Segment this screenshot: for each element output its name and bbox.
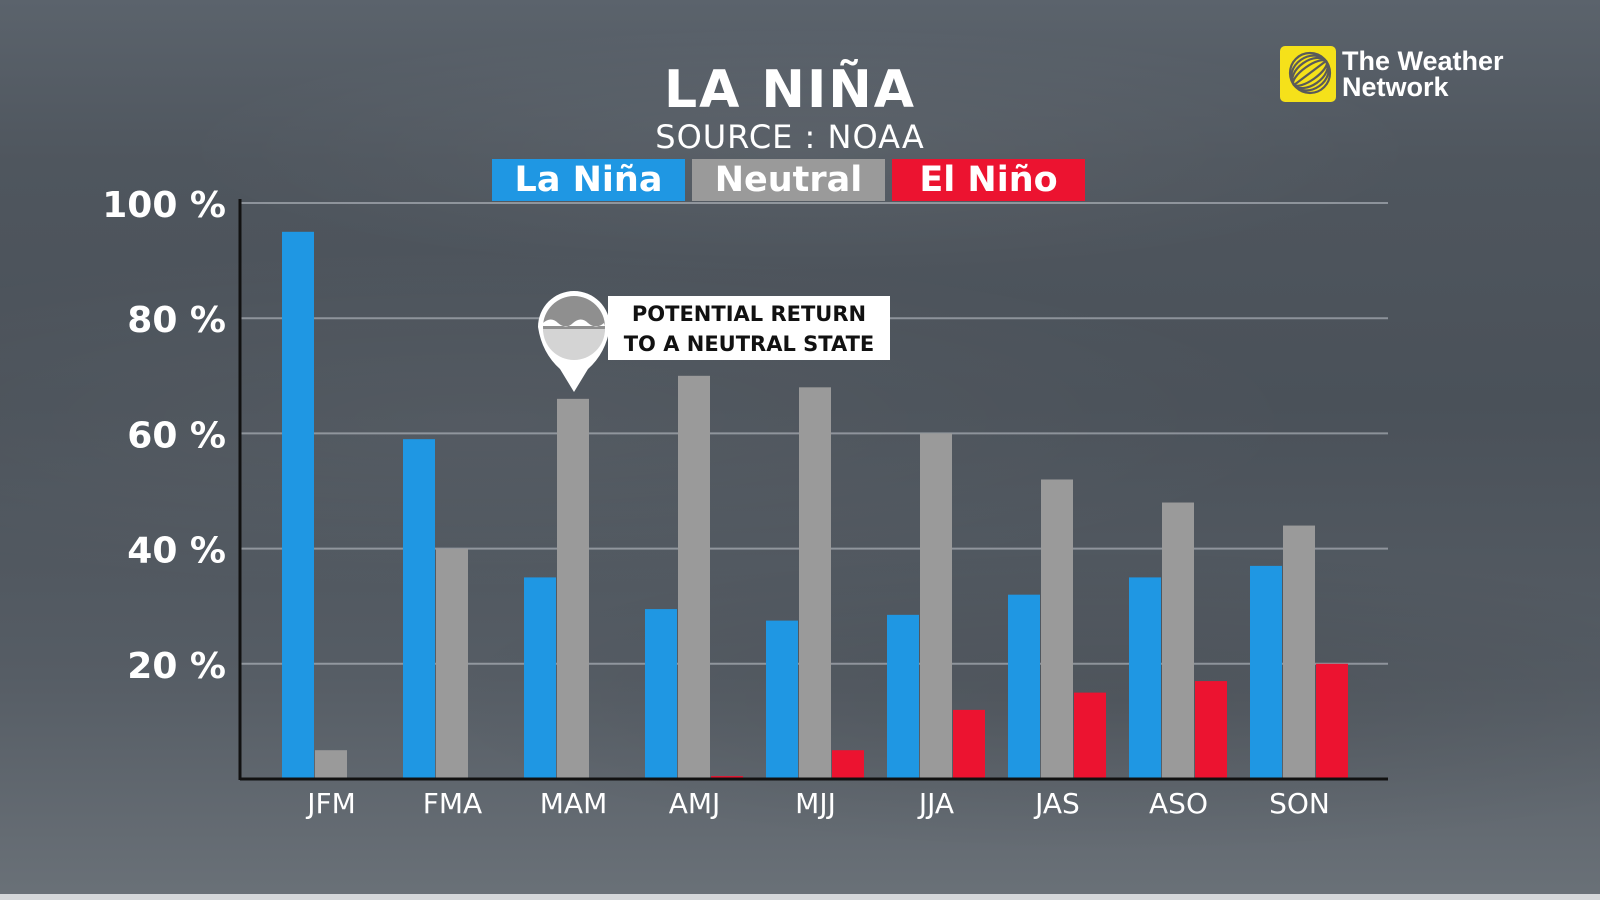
- bar-jas-lania: [1008, 594, 1040, 779]
- bar-aso-neutral: [1162, 502, 1194, 779]
- bar-son-neutral: [1283, 525, 1315, 779]
- x-tick-label: JFM: [305, 787, 356, 820]
- x-tick-label: MAM: [540, 787, 607, 820]
- x-tick-labels: JFM FMA MAM AMJ MJJ JJA JAS ASO SON: [305, 787, 1330, 820]
- callout-line-2: TO A NEUTRAL STATE: [624, 332, 875, 356]
- chart-subtitle: SOURCE : NOAA: [655, 118, 925, 156]
- callout-line-1: POTENTIAL RETURN: [632, 302, 866, 326]
- bar-fma-lania: [403, 439, 435, 779]
- bar-fma-neutral: [436, 548, 468, 779]
- bar-jja-elnio: [953, 709, 985, 779]
- x-tick-label: ASO: [1149, 787, 1208, 820]
- bars: [282, 231, 1348, 780]
- bar-aso-lania: [1129, 577, 1161, 779]
- legend-item-el-nino: El Niño: [892, 159, 1085, 201]
- bar-jja-neutral: [920, 433, 952, 779]
- bar-mjj-elnio: [832, 750, 864, 779]
- brand-line-2: Network: [1342, 72, 1449, 102]
- bar-amj-lania: [645, 609, 677, 779]
- callout: POTENTIAL RETURN TO A NEUTRAL STATE: [538, 291, 890, 392]
- legend-item-la-nina: La Niña: [492, 159, 685, 201]
- x-tick-label: SON: [1269, 787, 1330, 820]
- bar-son-elnio: [1316, 663, 1348, 779]
- bar-jfm-lania: [282, 231, 314, 780]
- bar-son-lania: [1250, 565, 1282, 779]
- brand: The Weather Network: [1280, 46, 1504, 102]
- weather-network-logo-icon: [1280, 46, 1336, 102]
- ocean-waves-pin-icon: [538, 291, 610, 392]
- axes: [238, 199, 1388, 781]
- y-tick-label: 20 %: [127, 646, 226, 687]
- y-tick-labels: 20 % 40 % 60 % 80 % 100 %: [102, 185, 226, 687]
- bar-jas-neutral: [1041, 479, 1073, 779]
- bar-mjj-lania: [766, 620, 798, 779]
- x-tick-label: MJJ: [795, 787, 836, 820]
- x-tick-label: AMJ: [669, 787, 721, 820]
- x-tick-label: JJA: [917, 787, 954, 820]
- wave-water: [543, 329, 605, 360]
- legend-item-neutral: Neutral: [692, 159, 885, 201]
- brand-line-1: The Weather: [1342, 46, 1504, 76]
- legend: La Niña Neutral El Niño: [492, 159, 1085, 201]
- bar-mjj-neutral: [799, 387, 831, 779]
- bar-amj-neutral: [678, 375, 710, 779]
- bar-jja-lania: [887, 614, 919, 779]
- bar-aso-elnio: [1195, 681, 1227, 779]
- y-tick-label: 60 %: [127, 415, 226, 456]
- wave-crest: [543, 319, 605, 327]
- x-tick-label: FMA: [423, 787, 482, 820]
- chart-title: LA NIÑA: [663, 60, 917, 120]
- bar-jfm-neutral: [315, 750, 347, 779]
- brand-name: The Weather Network: [1342, 46, 1504, 102]
- bar-mam-lania: [524, 577, 556, 779]
- bar-jas-elnio: [1074, 692, 1106, 779]
- x-tick-label: JAS: [1033, 787, 1080, 820]
- callout-box: [608, 296, 890, 360]
- y-tick-label: 100 %: [102, 185, 226, 226]
- bar-mam-neutral: [557, 398, 589, 779]
- y-tick-label: 40 %: [127, 531, 226, 572]
- bottom-band: [0, 894, 1600, 900]
- y-tick-label: 80 %: [127, 300, 226, 341]
